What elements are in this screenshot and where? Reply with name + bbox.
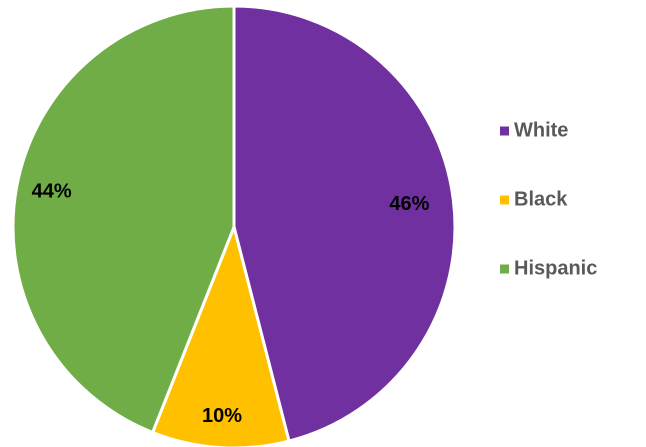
pie-slice-black [150,222,291,447]
pie-slice-hispanic [11,4,236,435]
legend-swatch-hispanic [500,264,509,274]
pie-data-labels: 46% 10% 44% [32,180,430,426]
pie-slice-white [232,4,457,443]
legend-label-black: Black [514,188,568,210]
chart-legend: White Black Hispanic [500,119,597,279]
pie-slices [11,4,457,447]
legend-swatch-white [500,126,509,136]
legend-swatch-black [500,195,509,205]
legend-label-hispanic: Hispanic [514,257,597,279]
data-label-black: 10% [202,405,242,427]
legend-label-white: White [514,119,568,141]
data-label-white: 46% [389,193,429,215]
data-label-hispanic: 44% [32,180,72,202]
